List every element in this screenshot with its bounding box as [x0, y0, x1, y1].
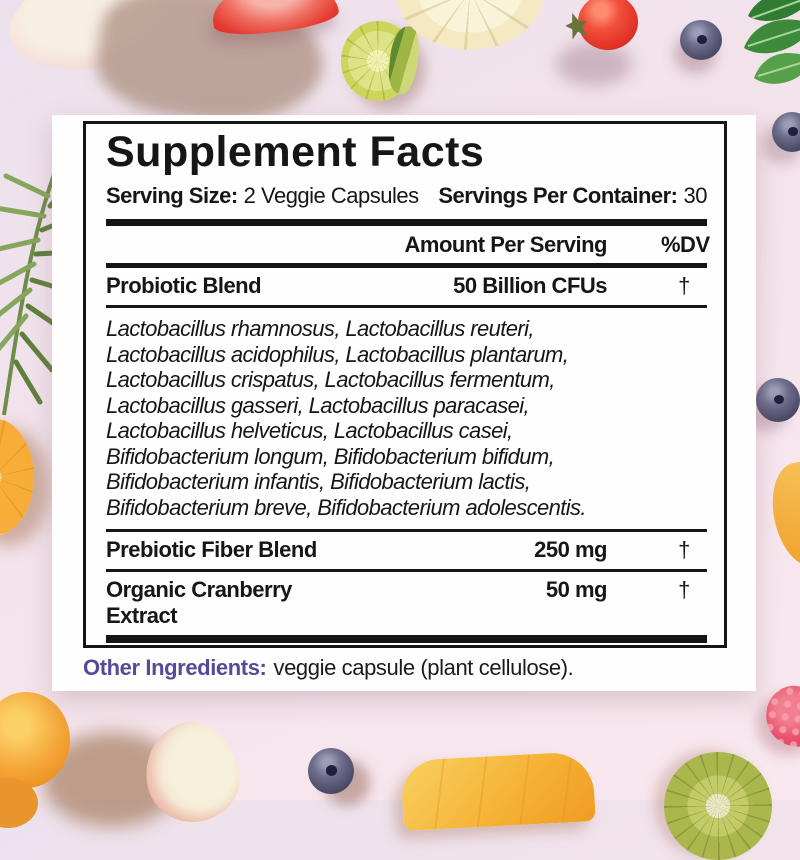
table-row-probiotic-blend: Probiotic Blend 50 Billion CFUs † [106, 268, 707, 305]
other-ingredients-label: Other Ingredients: [83, 655, 267, 680]
serving-size: Serving Size: 2 Veggie Capsules [106, 183, 419, 209]
ingredient-name: Prebiotic Fiber Blend [106, 537, 317, 563]
table-row-organic-cranberry-extract: Organic Cranberry Extract 50 mg † [106, 572, 707, 635]
strain-line: Lactobacillus rhamnosus, Lactobacillus r… [106, 316, 535, 342]
kiwi-slice-image [664, 752, 772, 860]
serving-size-label: Serving Size: [106, 183, 238, 209]
tomato-shadow [556, 42, 632, 86]
page-title: Supplement Facts [106, 128, 485, 176]
divider-thin [106, 305, 707, 309]
ingredient-amount: 50 Billion CFUs [453, 273, 607, 299]
blueberry-image [772, 112, 800, 152]
strain-line: Bifidobacterium longum, Bifidobacterium … [106, 443, 555, 469]
orange-wedge-image [765, 457, 800, 572]
ingredient-dv: † [678, 537, 690, 563]
strain-line: Lactobacillus crispatus, Lactobacillus f… [106, 367, 555, 393]
dv-footnote: † Daily value not established. [106, 643, 707, 645]
mango-cube-image [400, 751, 596, 831]
ingredient-dv: † [678, 273, 690, 299]
cherry-tomato-image [578, 0, 638, 50]
ingredient-dv: † [678, 577, 690, 603]
serving-row: Serving Size: 2 Veggie Capsules Servings … [106, 183, 708, 209]
raspberry-image [761, 681, 800, 751]
ingredient-name: Organic Cranberry Extract [106, 577, 292, 629]
blueberry-image [756, 378, 800, 422]
blueberry-image [680, 20, 722, 60]
divider-thick [106, 635, 707, 644]
apricot-image [0, 692, 70, 788]
divider-thin [106, 529, 707, 533]
servings-per-container-label: Servings Per Container: [438, 183, 678, 209]
other-ingredients-line: Other Ingredients: veggie capsule (plant … [83, 655, 574, 681]
servings-per-container-value: 30 [683, 183, 708, 209]
serving-size-value: 2 Veggie Capsules [243, 183, 419, 209]
divider-medium [106, 263, 707, 269]
strain-line: Lactobacillus gasseri, Lactobacillus par… [106, 392, 530, 418]
blueberry-image [308, 748, 354, 794]
strain-line: Lactobacillus acidophilus, Lactobacillus… [106, 341, 569, 367]
strain-line: Lactobacillus helveticus, Lactobacillus … [106, 418, 513, 444]
dv-header: %DV [661, 232, 710, 258]
probiotic-strain-list: Lactobacillus rhamnosus, Lactobacillus r… [106, 308, 707, 529]
label-panel: Supplement Facts Serving Size: 2 Veggie C… [52, 115, 756, 691]
strain-line: Bifidobacterium breve, Bifidobacterium a… [106, 494, 587, 520]
strain-line: Bifidobacterium infantis, Bifidobacteriu… [106, 469, 531, 495]
supplement-facts-box: Supplement Facts Serving Size: 2 Veggie C… [83, 121, 727, 648]
orange-slice-image [0, 418, 34, 536]
mint-leaves-image [744, 0, 800, 84]
divider-thin [106, 569, 707, 573]
ingredient-amount: 250 mg [534, 537, 607, 563]
table-row-prebiotic-fiber-blend: Prebiotic Fiber Blend 250 mg † [106, 532, 707, 569]
servings-per-container: Servings Per Container: 30 [438, 183, 707, 209]
divider-thick [106, 219, 707, 227]
column-header-row: Amount Per Serving %DV [106, 226, 711, 263]
ingredient-amount: 50 mg [545, 577, 608, 603]
other-ingredients-value: veggie capsule (plant cellulose). [273, 655, 574, 680]
amount-per-serving-header: Amount Per Serving [404, 232, 608, 258]
ingredient-name: Probiotic Blend [106, 273, 262, 299]
